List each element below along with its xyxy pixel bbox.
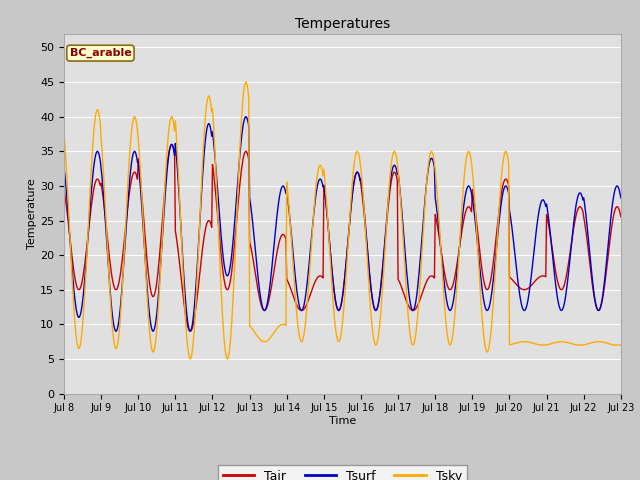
Tair: [183, 320, 191, 326]
Tsurf: [242, 114, 250, 120]
Tair: [335, 307, 343, 313]
Tsky: [242, 79, 250, 85]
Tair: [208, 224, 216, 230]
Line: Tsky: Tsky: [64, 82, 621, 359]
Tair: [60, 187, 68, 192]
Line: Tair: Tair: [64, 144, 621, 331]
Tair: [390, 170, 397, 176]
Tsurf: [617, 195, 625, 201]
Title: Temperatures: Temperatures: [295, 17, 390, 31]
Tair: [186, 328, 194, 334]
Tsurf: [207, 128, 215, 133]
Tsky: [182, 327, 190, 333]
Tsky: [617, 342, 625, 348]
Tsurf: [390, 163, 397, 169]
X-axis label: Time: Time: [329, 416, 356, 426]
Tsurf: [183, 313, 191, 319]
Tsky: [207, 102, 215, 108]
Tair: [168, 142, 175, 147]
Text: BC_arable: BC_arable: [70, 48, 131, 58]
Tsky: [568, 341, 575, 347]
Tsky: [186, 356, 194, 362]
Tsurf: [568, 243, 575, 249]
Y-axis label: Temperature: Temperature: [28, 178, 37, 249]
Tsurf: [60, 164, 68, 170]
Line: Tsurf: Tsurf: [64, 117, 621, 331]
Tsurf: [112, 328, 120, 334]
Tsurf: [335, 307, 343, 313]
Tsky: [390, 150, 397, 156]
Tair: [617, 214, 625, 219]
Tsky: [60, 130, 68, 135]
Tsky: [335, 338, 343, 344]
Tair: [445, 285, 452, 291]
Legend: Tair, Tsurf, Tsky: Tair, Tsurf, Tsky: [218, 465, 467, 480]
Tsky: [445, 338, 452, 344]
Tsurf: [445, 305, 452, 311]
Tair: [568, 241, 575, 247]
